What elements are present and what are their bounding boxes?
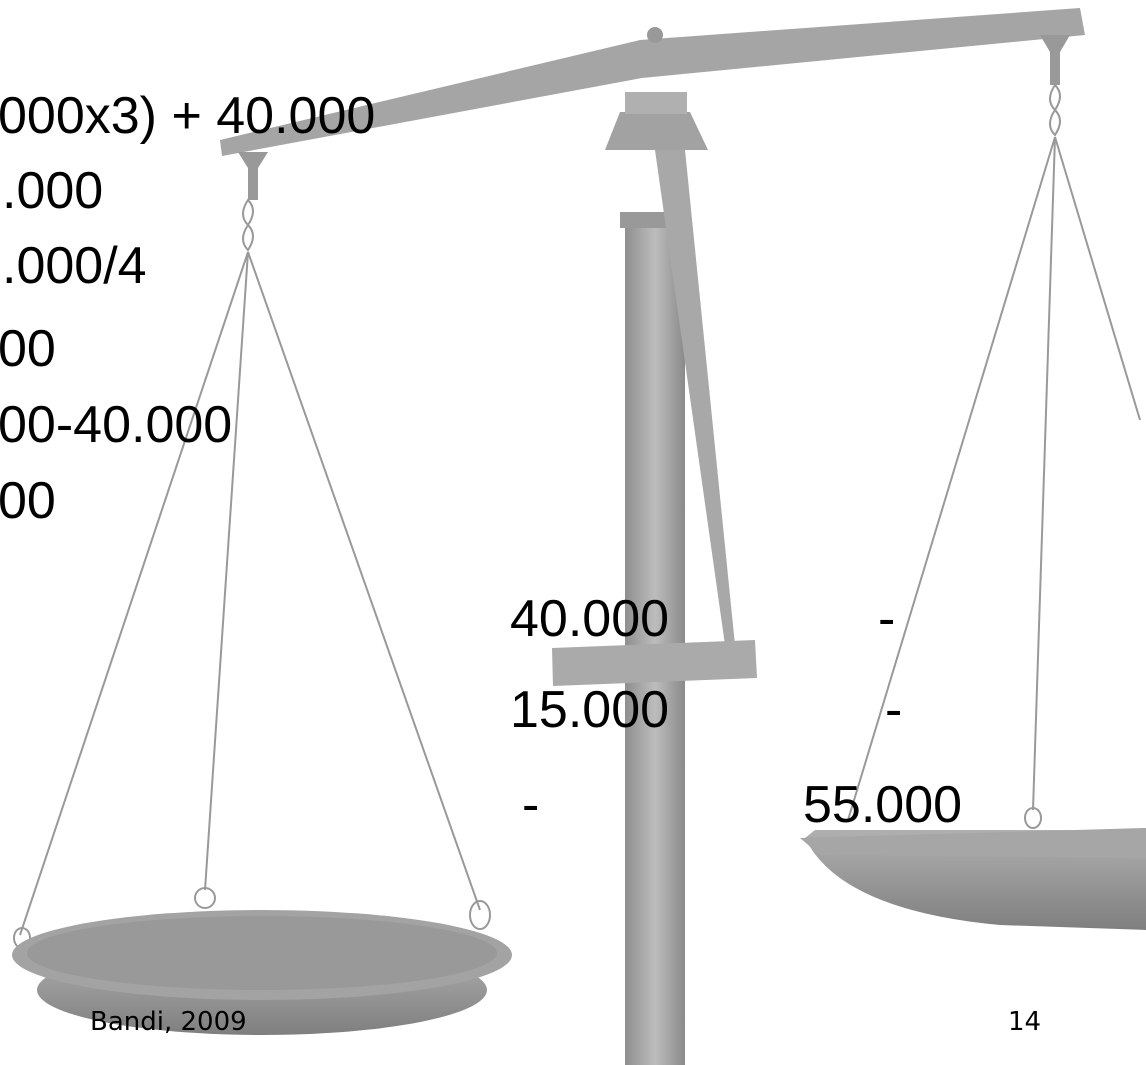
text-line: 00: [0, 320, 56, 378]
text-line: 000x3) + 40.000: [0, 87, 375, 145]
table-cell: -: [878, 590, 895, 648]
table-cell: 15.000: [510, 681, 669, 739]
table-cell: 55.000: [803, 776, 962, 834]
text-line: .000/4: [2, 237, 147, 295]
table-cell: -: [885, 681, 902, 739]
table-cell: -: [522, 776, 539, 834]
page-number: 14: [1008, 1007, 1041, 1037]
text-line: .000: [2, 162, 103, 220]
left-text: 000x3) + 40.000 .000 .000/4 00 00-40.000…: [0, 87, 375, 530]
balance-scale: [12, 8, 1146, 1065]
table-cell: 40.000: [510, 590, 669, 648]
text-line: 00: [0, 472, 56, 530]
text-line: 00-40.000: [0, 396, 232, 454]
footer-author: Bandi, 2009: [90, 1007, 247, 1037]
table: 40.000 - 15.000 - - 55.000: [510, 590, 962, 834]
